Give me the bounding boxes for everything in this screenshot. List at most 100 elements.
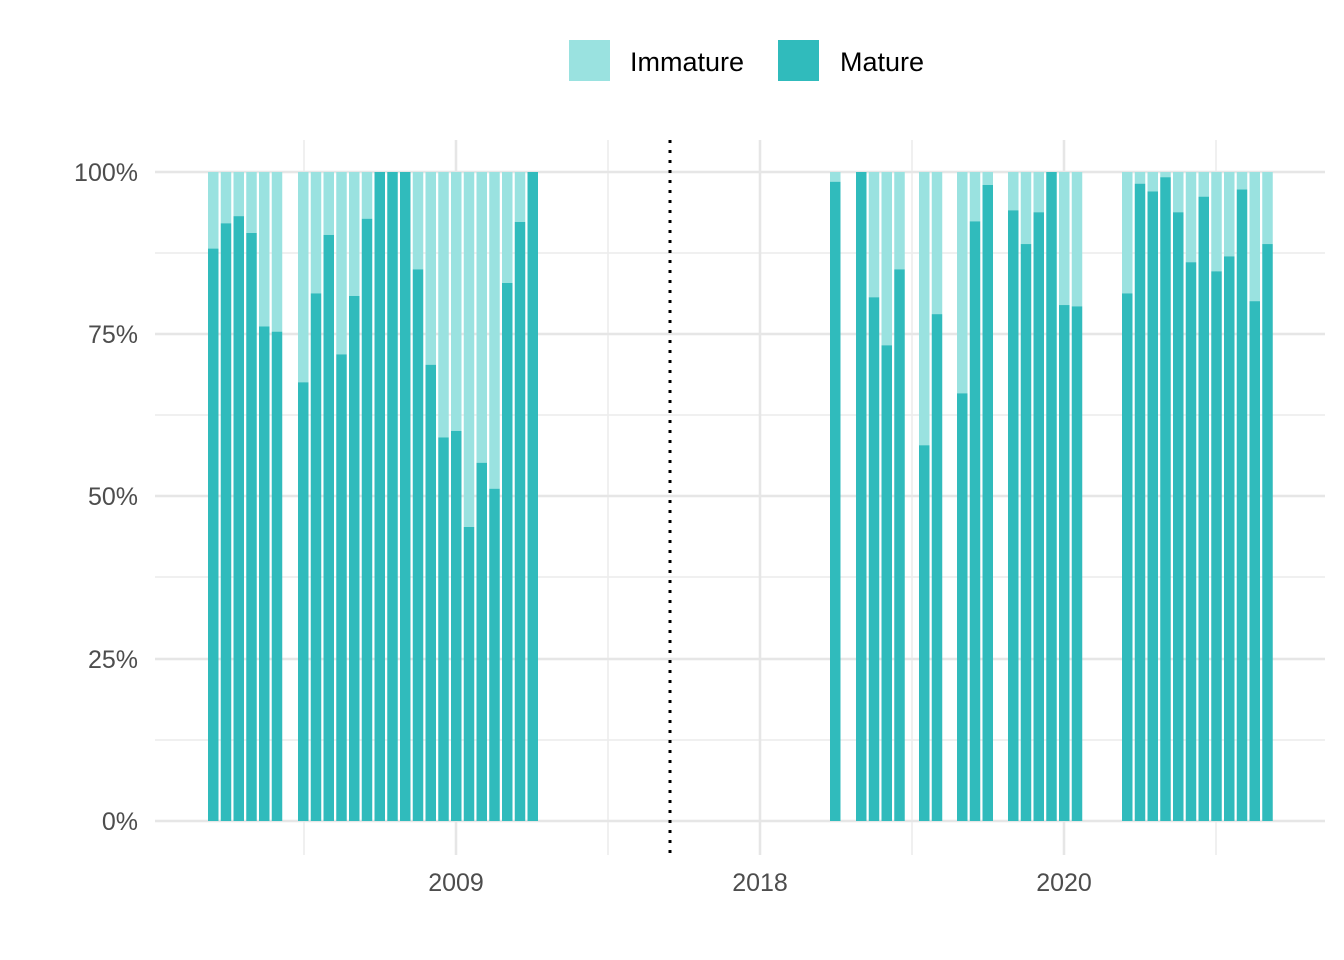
- bar-immature-g1-0: [298, 172, 309, 383]
- bar-mature-g0-3: [246, 233, 257, 822]
- bar-mature-g1-10: [425, 364, 436, 821]
- bar-immature-g0-0: [208, 172, 219, 249]
- bar-immature-g7-5: [1185, 172, 1197, 263]
- bar-mature-g1-4: [349, 295, 360, 822]
- bar-mature-g7-10: [1249, 301, 1260, 821]
- bar-mature-g1-9: [412, 269, 424, 822]
- bar-immature-g1-10: [425, 172, 436, 365]
- bar-immature-g7-6: [1198, 172, 1209, 197]
- bar-mature-g1-1: [310, 293, 322, 821]
- bar-mature-g1-17: [514, 221, 526, 821]
- bar-mature-g4-1: [931, 314, 943, 821]
- y-tick-label-75: 75%: [88, 321, 138, 349]
- bar-mature-g1-8: [400, 172, 411, 821]
- bar-mature-g7-0: [1122, 293, 1133, 821]
- legend: Immature Mature: [569, 40, 924, 81]
- bar-immature-g0-1: [220, 172, 232, 224]
- bar-mature-g1-5: [361, 218, 373, 821]
- bar-immature-g7-4: [1173, 172, 1184, 213]
- bar-immature-g6-1: [1020, 172, 1032, 245]
- bar-immature-g2-0: [830, 172, 841, 182]
- bar-mature-g1-18: [527, 172, 538, 821]
- bar-immature-g0-4: [259, 172, 270, 327]
- bar-mature-g1-15: [489, 488, 500, 821]
- bar-mature-g1-7: [387, 172, 398, 821]
- bar-mature-g7-11: [1262, 244, 1273, 821]
- bar-mature-g5-2: [982, 184, 993, 822]
- bar-immature-g5-0: [957, 172, 968, 394]
- bars: [208, 172, 1273, 822]
- y-tick-label-100: 100%: [74, 159, 138, 187]
- bar-mature-g7-4: [1173, 212, 1184, 821]
- bar-immature-g1-3: [336, 172, 347, 355]
- legend-swatch-mature: [778, 40, 819, 81]
- bar-mature-g7-8: [1224, 256, 1235, 821]
- bar-mature-g7-6: [1198, 196, 1209, 822]
- bar-mature-g1-13: [463, 527, 475, 821]
- bar-immature-g1-13: [463, 172, 475, 528]
- bar-immature-g5-1: [969, 172, 981, 222]
- bar-mature-g1-2: [323, 234, 334, 821]
- bar-immature-g0-5: [271, 172, 283, 332]
- bar-immature-g7-8: [1224, 172, 1235, 257]
- bar-immature-g7-3: [1160, 172, 1171, 178]
- bar-mature-g6-2: [1033, 212, 1044, 821]
- x-tick-label-2020: 2020: [1036, 869, 1092, 897]
- bar-mature-g7-1: [1134, 183, 1146, 821]
- bar-immature-g5-2: [982, 172, 993, 185]
- bar-mature-g7-5: [1185, 262, 1197, 821]
- bar-immature-g1-16: [502, 172, 513, 283]
- bar-mature-g7-7: [1211, 271, 1222, 821]
- bar-mature-g6-5: [1071, 306, 1083, 821]
- x-axis: 2009 2018 2020: [428, 869, 1092, 897]
- bar-mature-g1-14: [476, 462, 487, 821]
- bar-immature-g7-7: [1211, 172, 1222, 272]
- bar-mature-g6-0: [1008, 210, 1019, 821]
- bar-immature-g7-10: [1249, 172, 1260, 302]
- bar-immature-g1-11: [438, 172, 449, 438]
- bar-mature-g0-5: [271, 331, 283, 821]
- bar-immature-g1-4: [349, 172, 360, 296]
- bar-immature-g1-1: [310, 172, 322, 294]
- bar-mature-g0-4: [259, 326, 270, 821]
- bar-mature-g3-1: [868, 297, 880, 822]
- bar-immature-g6-2: [1033, 172, 1044, 213]
- bar-immature-g7-0: [1122, 172, 1133, 294]
- bar-mature-g3-3: [894, 269, 905, 822]
- bar-mature-g6-1: [1020, 244, 1032, 821]
- bar-mature-g1-6: [374, 172, 385, 821]
- bar-immature-g7-11: [1262, 172, 1273, 245]
- bar-immature-g1-2: [323, 172, 334, 235]
- bar-mature-g1-16: [502, 282, 513, 821]
- bar-immature-g4-1: [931, 172, 943, 315]
- bar-immature-g1-14: [476, 172, 487, 463]
- bar-mature-g6-4: [1059, 305, 1070, 821]
- bar-mature-g7-2: [1147, 191, 1158, 822]
- bar-mature-g1-3: [336, 354, 347, 821]
- bar-immature-g6-4: [1059, 172, 1070, 306]
- bar-immature-g7-9: [1236, 172, 1248, 190]
- y-tick-label-50: 50%: [88, 483, 138, 511]
- bar-immature-g0-3: [246, 172, 257, 234]
- bar-mature-g1-12: [451, 430, 462, 821]
- bar-immature-g1-12: [451, 172, 462, 431]
- y-axis: 0% 25% 50% 75% 100%: [74, 159, 138, 836]
- bar-mature-g4-0: [919, 445, 930, 821]
- y-tick-label-25: 25%: [88, 646, 138, 674]
- y-tick-label-0: 0%: [102, 808, 138, 836]
- bar-mature-g7-3: [1160, 177, 1171, 821]
- bar-mature-g1-0: [298, 382, 309, 821]
- bar-mature-g3-2: [881, 345, 892, 821]
- bar-mature-g1-11: [438, 437, 449, 821]
- bar-mature-g0-2: [233, 216, 244, 821]
- bar-immature-g3-2: [881, 172, 892, 346]
- bar-immature-g1-15: [489, 172, 500, 489]
- bar-immature-g6-5: [1071, 172, 1083, 307]
- bar-mature-g6-3: [1046, 172, 1057, 821]
- x-tick-label-2009: 2009: [428, 869, 484, 897]
- bar-immature-g6-0: [1008, 172, 1019, 211]
- legend-label-immature: Immature: [630, 47, 744, 77]
- bar-immature-g0-2: [233, 172, 244, 217]
- bar-mature-g5-0: [957, 393, 968, 821]
